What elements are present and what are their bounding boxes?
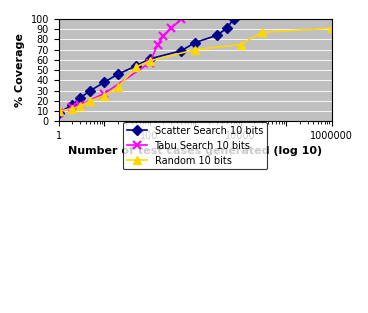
Random 10 bits xyxy=(238,43,243,46)
Scatter Search 10 bits xyxy=(148,57,152,61)
Random 10 bits xyxy=(148,59,152,63)
Scatter Search 10 bits xyxy=(179,49,184,53)
Random 10 bits xyxy=(88,99,93,103)
Scatter Search 10 bits xyxy=(231,17,236,21)
Random 10 bits xyxy=(70,107,75,111)
Line: Scatter Search 10 bits: Scatter Search 10 bits xyxy=(55,16,237,116)
Scatter Search 10 bits xyxy=(193,41,197,44)
Tabu Search 10 bits xyxy=(155,43,160,46)
Scatter Search 10 bits xyxy=(102,80,106,84)
Scatter Search 10 bits xyxy=(134,64,138,68)
Random 10 bits xyxy=(102,94,106,98)
Legend: Scatter Search 10 bits, Tabu Search 10 bits, Random 10 bits: Scatter Search 10 bits, Tabu Search 10 b… xyxy=(123,122,267,169)
Tabu Search 10 bits xyxy=(169,26,174,30)
Random 10 bits xyxy=(56,109,61,113)
Scatter Search 10 bits xyxy=(88,89,93,92)
Scatter Search 10 bits xyxy=(215,33,219,37)
Tabu Search 10 bits xyxy=(56,111,61,115)
Tabu Search 10 bits xyxy=(102,92,106,95)
Scatter Search 10 bits xyxy=(70,103,75,107)
Random 10 bits xyxy=(116,85,120,89)
X-axis label: Number of test cases generated (log 10): Number of test cases generated (log 10) xyxy=(68,146,322,156)
Line: Random 10 bits: Random 10 bits xyxy=(54,24,336,115)
Y-axis label: % Coverage: % Coverage xyxy=(15,33,25,107)
Tabu Search 10 bits xyxy=(78,103,82,107)
Random 10 bits xyxy=(193,48,197,52)
Tabu Search 10 bits xyxy=(70,105,75,109)
Random 10 bits xyxy=(134,65,138,69)
Line: Tabu Search 10 bits: Tabu Search 10 bits xyxy=(54,15,185,117)
Scatter Search 10 bits xyxy=(56,111,61,115)
Tabu Search 10 bits xyxy=(161,34,166,38)
Scatter Search 10 bits xyxy=(116,72,120,76)
Random 10 bits xyxy=(78,104,82,108)
Scatter Search 10 bits xyxy=(225,26,229,30)
Tabu Search 10 bits xyxy=(148,61,152,65)
Tabu Search 10 bits xyxy=(179,17,184,21)
Random 10 bits xyxy=(329,26,334,30)
Random 10 bits xyxy=(260,30,265,34)
Scatter Search 10 bits xyxy=(78,96,82,100)
